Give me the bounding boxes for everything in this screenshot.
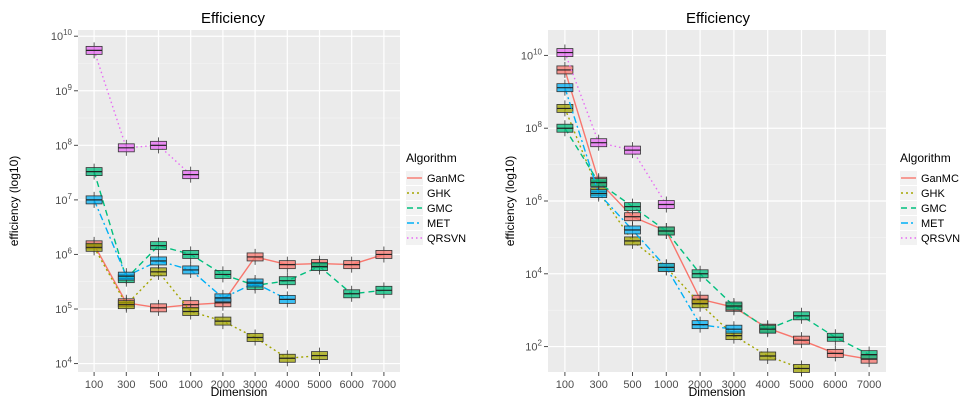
legend: Algorithm GanMC GHK GMC MET QRSVN <box>900 151 960 245</box>
legend-label-ganmc: GanMC <box>427 173 465 185</box>
y-tick-label: 104 <box>55 356 72 371</box>
x-tick-label: 300 <box>590 379 608 391</box>
x-tick-label: 2000 <box>688 379 712 391</box>
legend-label-qrsvn: QRSVN <box>921 233 960 245</box>
y-tick-label: 108 <box>55 137 72 152</box>
x-axis-label: Dimension <box>211 385 268 398</box>
legend-label-qrsvn: QRSVN <box>427 233 466 245</box>
y-tick-label: 102 <box>525 339 542 354</box>
x-tick-label: 7000 <box>857 379 881 391</box>
y-tick-label: 108 <box>525 120 542 135</box>
x-tick-label: 3000 <box>243 379 267 391</box>
legend-label-ghk: GHK <box>427 188 452 200</box>
legend-label-gmc: GMC <box>921 203 947 215</box>
x-tick-label: 7000 <box>372 379 396 391</box>
legend-label-met: MET <box>921 218 945 230</box>
legend-key-background <box>900 216 917 230</box>
y-axis-label: efficiency (log10) <box>503 156 517 247</box>
y-tick-label: 106 <box>525 193 542 208</box>
legend-key-background <box>406 186 423 200</box>
x-tick-label: 100 <box>556 379 574 391</box>
series-line-qrsvn <box>564 52 667 205</box>
x-tick-label: 6000 <box>339 379 363 391</box>
x-axis-label: Dimension <box>689 385 746 398</box>
x-tick-label: 6000 <box>823 379 847 391</box>
y-tick-label: 104 <box>525 266 542 281</box>
chart-title: Efficiency <box>686 10 750 27</box>
series-line-ganmc <box>564 69 870 360</box>
legend-key-background <box>406 231 423 245</box>
legend-label-ghk: GHK <box>921 188 946 200</box>
chart-panel-1: 104 105 106 107 108 109 1010 100 300 500 1000 2000 3… <box>7 10 466 398</box>
plot-background <box>78 30 400 372</box>
legend-title: Algorithm <box>406 151 457 165</box>
legend: Algorithm GanMC GHK GMC MET QRSVN <box>406 151 466 245</box>
legend-key-background <box>406 201 423 215</box>
x-tick-label: 500 <box>149 379 167 391</box>
legend-label-ganmc: GanMC <box>921 173 959 185</box>
legend-label-met: MET <box>427 218 451 230</box>
legend-title: Algorithm <box>900 151 951 165</box>
series-line-gmc <box>564 127 870 356</box>
chart-panel-2: 102 104 106 108 1010 100 300 500 1000 2000 3000 400… <box>503 10 960 398</box>
y-tick-label: 1010 <box>521 47 543 62</box>
series-line-met <box>564 87 734 330</box>
legend-key-background <box>900 186 917 200</box>
legend-key-background <box>406 216 423 230</box>
x-tick-label: 4000 <box>755 379 779 391</box>
x-tick-label: 1000 <box>654 379 678 391</box>
y-tick-label: 105 <box>55 301 72 316</box>
x-tick-label: 4000 <box>275 379 299 391</box>
y-axis-label: efficiency (log10) <box>7 156 21 247</box>
x-tick-label: 5000 <box>789 379 813 391</box>
y-tick-label: 107 <box>55 192 72 207</box>
legend-key-background <box>900 201 917 215</box>
y-tick-label: 106 <box>55 246 72 261</box>
x-tick-label: 2000 <box>211 379 235 391</box>
legend-label-gmc: GMC <box>427 203 453 215</box>
y-tick-label: 1010 <box>51 28 73 43</box>
series-line-gmc <box>93 171 384 295</box>
x-tick-label: 500 <box>623 379 641 391</box>
series-line-ganmc <box>93 244 385 309</box>
x-tick-label: 5000 <box>307 379 331 391</box>
x-tick-label: 1000 <box>178 379 202 391</box>
legend-key-background <box>900 231 917 245</box>
x-tick-label: 3000 <box>722 379 746 391</box>
x-tick-label: 300 <box>117 379 135 391</box>
y-tick-label: 109 <box>55 83 72 98</box>
x-tick-label: 100 <box>85 379 103 391</box>
chart-title: Efficiency <box>201 10 265 27</box>
